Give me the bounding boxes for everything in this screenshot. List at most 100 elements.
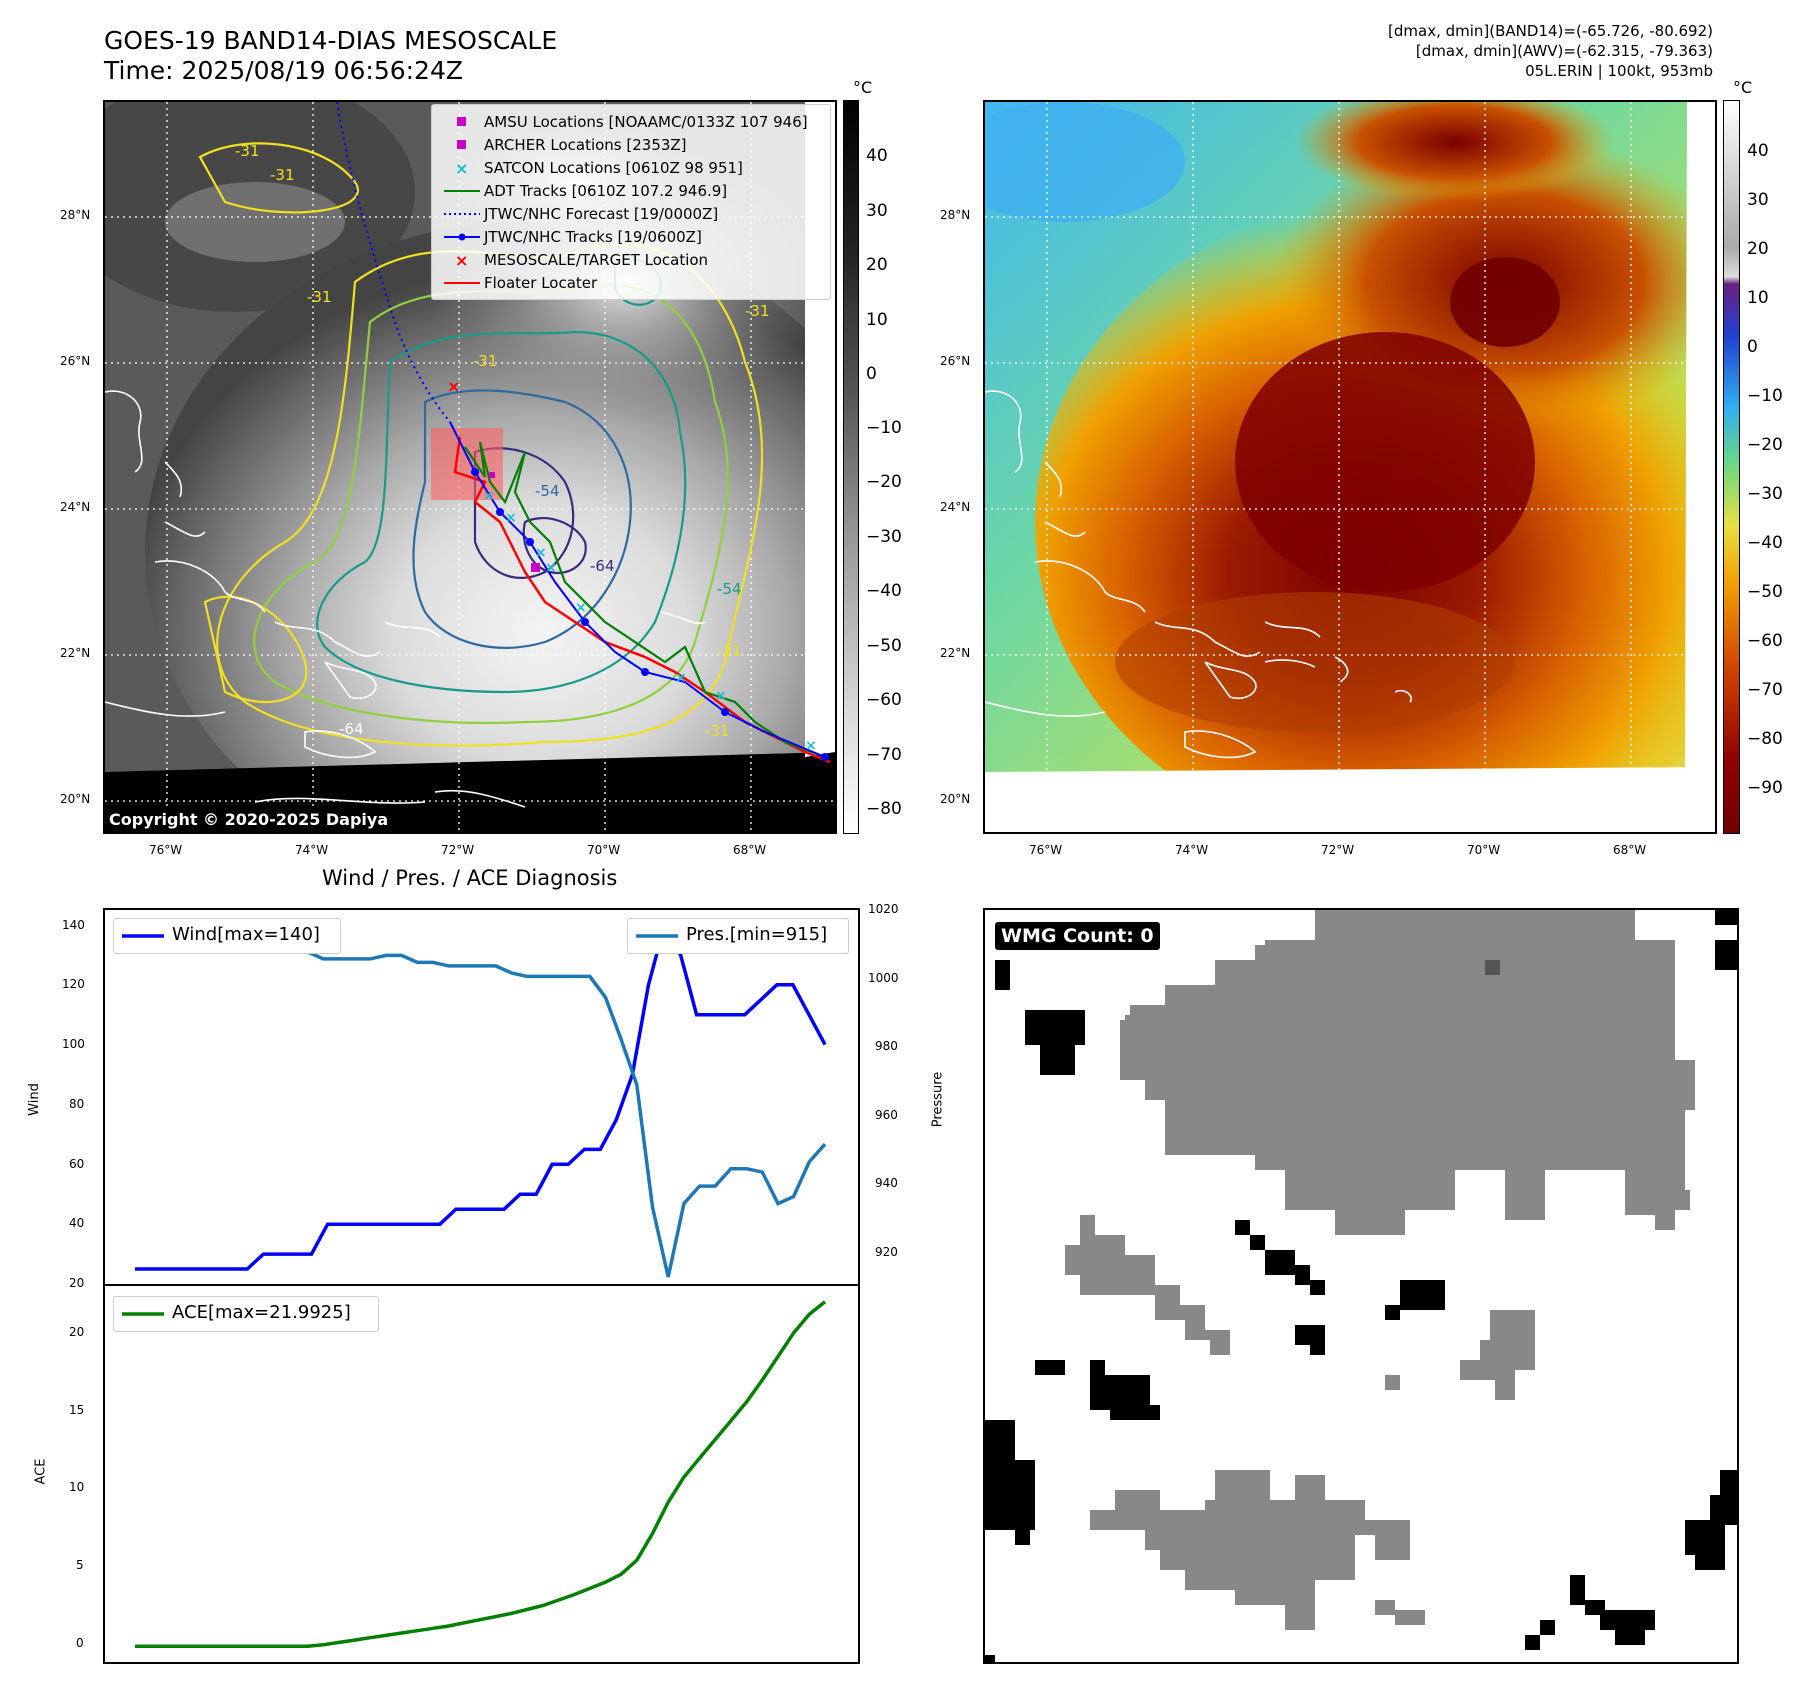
svg-text:×: × xyxy=(805,738,817,754)
lon-label: 70°W xyxy=(1467,843,1501,857)
ace-tick: 20 xyxy=(69,1325,85,1339)
svg-text:×: × xyxy=(505,510,517,526)
contour-label: -31 xyxy=(270,166,295,184)
contour-label: -54 xyxy=(535,482,560,500)
lat-label: 28°N xyxy=(940,208,971,222)
colorbar-tick: −10 xyxy=(866,418,902,438)
svg-text:×: × xyxy=(455,159,468,178)
svg-text:×: × xyxy=(575,600,587,616)
wind-tick: 60 xyxy=(69,1157,85,1171)
diagnosis-title: Wind / Pres. / ACE Diagnosis xyxy=(322,866,618,890)
svg-text:×: × xyxy=(545,560,557,576)
colorbar-tick: 40 xyxy=(866,146,888,166)
wmg-grid-image xyxy=(985,910,1737,1662)
svg-text:×: × xyxy=(675,670,687,686)
lat-label: 26°N xyxy=(940,354,971,368)
colorbar-unit: °C xyxy=(853,78,873,97)
colorbar-tick: 20 xyxy=(1747,239,1769,259)
lon-label: 68°W xyxy=(1613,843,1647,857)
wmg-count-badge: WMG Count: 0 xyxy=(995,922,1160,950)
colorbar-tick: −50 xyxy=(866,636,902,656)
colorbar-tick: −70 xyxy=(1747,680,1783,700)
ace-tick: 10 xyxy=(69,1480,85,1494)
storm-info: 05L.ERIN | 100kt, 953mb xyxy=(1525,62,1713,80)
colorbar-tick: 10 xyxy=(866,310,888,330)
lon-label: 72°W xyxy=(1321,843,1355,857)
colorbar-tick: −80 xyxy=(1747,729,1783,749)
wind-tick: 140 xyxy=(62,918,85,932)
pressure-tick: 960 xyxy=(875,1108,898,1122)
ace-tick: 0 xyxy=(76,1636,84,1650)
lon-label: 72°W xyxy=(441,843,475,857)
contour-label: -54 xyxy=(717,580,742,598)
svg-text:×: × xyxy=(715,688,727,704)
colorbar-tick: 0 xyxy=(1747,337,1758,357)
pressure-axis-label: Pressure xyxy=(930,1071,946,1128)
colorbar-tick: 0 xyxy=(866,364,877,384)
pressure-tick: 920 xyxy=(875,1245,898,1259)
colorbar-tick: −80 xyxy=(866,799,902,819)
left-ir-map: × × × × × × × × × -31 -31 -31 -31 -31 -31 -31… xyxy=(103,100,837,834)
lon-label: 76°W xyxy=(149,843,183,857)
wind-pressure-chart: Wind[max=140] Pres.[min=915] xyxy=(103,908,860,1286)
copyright-notice: Copyright © 2020-2025 Dapiya xyxy=(105,808,393,831)
svg-text:×: × xyxy=(447,377,460,396)
colorbar-tick: 20 xyxy=(866,255,888,275)
lon-label: 68°W xyxy=(733,843,767,857)
colorbar-tick: −10 xyxy=(1747,386,1783,406)
colorbar-tick: −50 xyxy=(1747,582,1783,602)
colorbar-tick: −20 xyxy=(866,472,902,492)
wind-pressure-plot xyxy=(135,920,827,1278)
contour-label: -31 xyxy=(705,722,730,740)
wind-tick: 100 xyxy=(62,1037,85,1051)
ace-tick: 5 xyxy=(76,1558,84,1572)
wind-axis-label: Wind xyxy=(26,1083,42,1116)
pressure-series-line xyxy=(135,925,827,1278)
ace-tick: 15 xyxy=(69,1403,85,1417)
left-colorbar xyxy=(843,100,859,834)
colorbar-tick: −70 xyxy=(866,745,902,765)
pressure-tick: 940 xyxy=(875,1176,898,1190)
colorbar-tick: 30 xyxy=(866,201,888,221)
colorbar-tick: 10 xyxy=(1747,288,1769,308)
contour-label: -64 xyxy=(590,557,615,575)
lat-label: 24°N xyxy=(940,500,971,514)
right-awv-map-image xyxy=(985,102,1715,832)
contour-label: -31 xyxy=(717,642,742,660)
pressure-legend: Pres.[min=915] xyxy=(627,918,849,954)
page-title: GOES-19 BAND14-DIAS MESOSCALE xyxy=(104,26,558,55)
pressure-tick: 1000 xyxy=(868,971,899,985)
lon-label: 70°W xyxy=(587,843,621,857)
lat-label: 20°N xyxy=(60,792,91,806)
colorbar-tick: −60 xyxy=(866,690,902,710)
colorbar-tick: −90 xyxy=(1747,778,1783,798)
lat-label: 20°N xyxy=(940,792,971,806)
wind-tick: 80 xyxy=(69,1097,85,1111)
ace-chart: ACE[max=21.9925] xyxy=(103,1284,860,1664)
lat-label: 22°N xyxy=(60,646,91,660)
lat-label: 28°N xyxy=(60,208,91,222)
wind-tick: 120 xyxy=(62,977,85,991)
pressure-tick: 980 xyxy=(875,1039,898,1053)
colorbar-tick: 30 xyxy=(1747,190,1769,210)
wind-tick: 20 xyxy=(69,1276,85,1290)
lat-label: 26°N xyxy=(60,354,91,368)
wind-series-line xyxy=(135,920,827,1271)
pressure-tick: 1020 xyxy=(868,902,899,916)
lon-label: 76°W xyxy=(1029,843,1063,857)
ace-series-line xyxy=(135,1300,827,1649)
ace-plot xyxy=(135,1300,827,1649)
ace-axis-label: ACE xyxy=(33,1458,49,1485)
colorbar-tick: −30 xyxy=(866,527,902,547)
wind-tick: 40 xyxy=(69,1216,85,1230)
colorbar-tick: 40 xyxy=(1747,141,1769,161)
contour-label: -31 xyxy=(307,288,332,306)
timestamp: Time: 2025/08/19 06:56:24Z xyxy=(104,56,463,85)
colorbar-unit: °C xyxy=(1733,78,1753,97)
lon-label: 74°W xyxy=(295,843,329,857)
svg-text:×: × xyxy=(455,251,468,270)
contour-label: -64 xyxy=(339,720,364,738)
svg-text:×: × xyxy=(483,488,495,504)
contour-label: -31 xyxy=(745,302,770,320)
right-awv-map xyxy=(983,100,1717,834)
